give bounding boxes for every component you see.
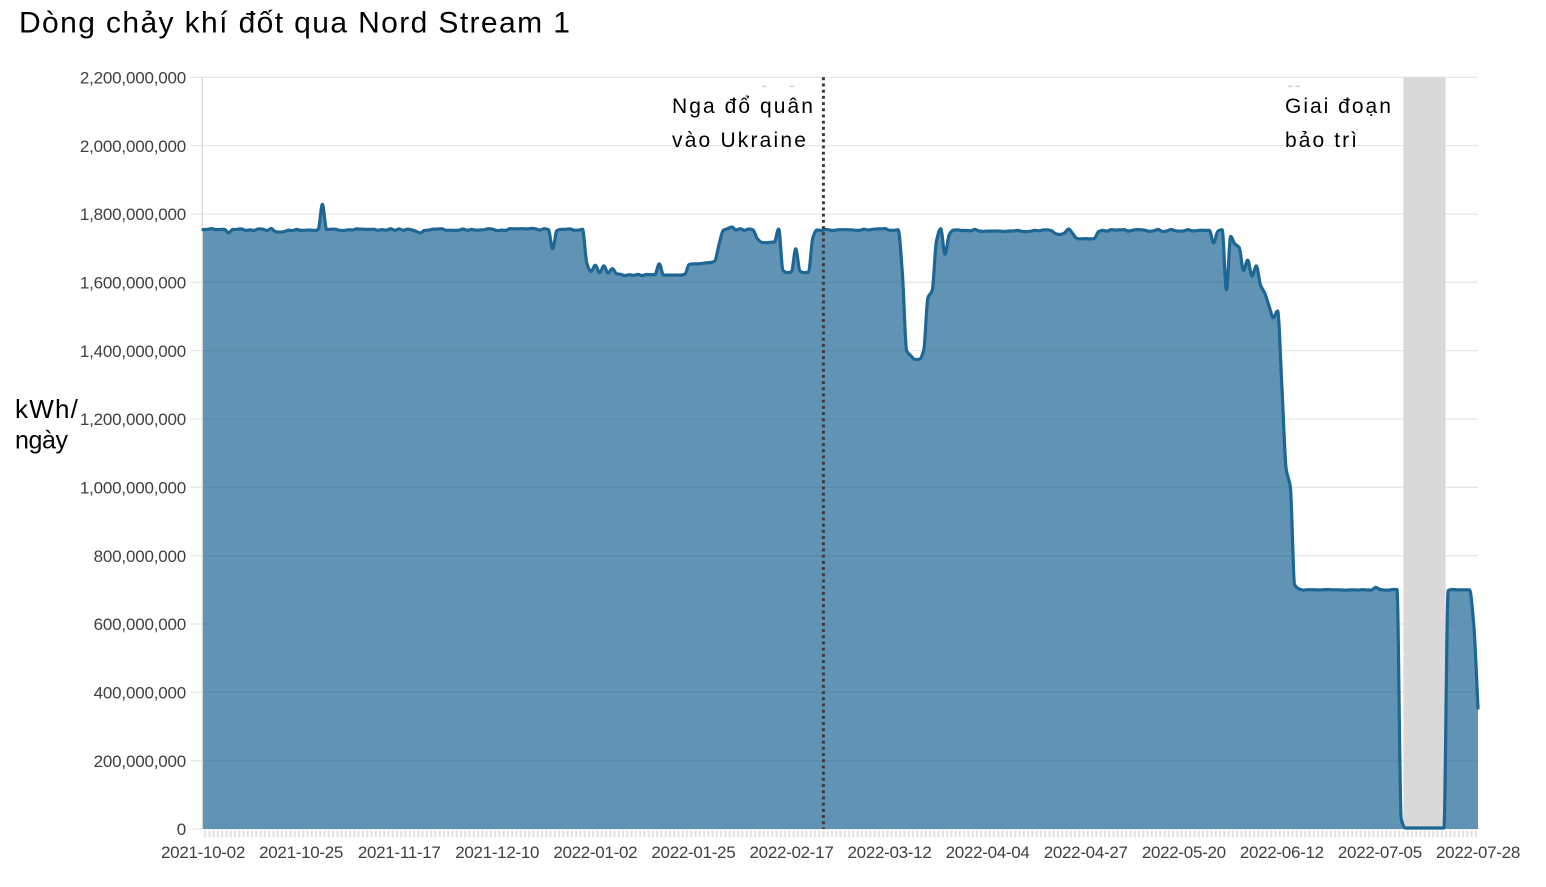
svg-text:Nga đổ quân: Nga đổ quân	[672, 95, 815, 118]
svg-text:2022-07-05: 2022-07-05	[1338, 843, 1422, 862]
svg-text:kWh/: kWh/	[15, 394, 79, 424]
svg-text:Dòng chảy khí đốt qua Nord Str: Dòng chảy khí đốt qua Nord Stream 1	[19, 7, 571, 40]
svg-text:2022-01-02: 2022-01-02	[553, 843, 637, 862]
svg-text:vào Ukraine: vào Ukraine	[672, 129, 808, 152]
svg-text:2021-12-10: 2021-12-10	[455, 843, 539, 862]
svg-text:0: 0	[177, 820, 186, 839]
svg-text:200,000,000: 200,000,000	[94, 752, 186, 771]
svg-text:2,000,000,000: 2,000,000,000	[80, 137, 186, 156]
svg-text:Giai đoạn: Giai đoạn	[1285, 95, 1393, 118]
svg-text:1,000,000,000: 1,000,000,000	[80, 479, 186, 498]
svg-text:1,400,000,000: 1,400,000,000	[80, 342, 186, 361]
svg-text:1,600,000,000: 1,600,000,000	[80, 274, 186, 293]
svg-text:2022-02-17: 2022-02-17	[750, 843, 834, 862]
svg-text:2022-04-27: 2022-04-27	[1044, 843, 1128, 862]
svg-text:2021-11-17: 2021-11-17	[358, 843, 441, 862]
svg-text:2021-10-02: 2021-10-02	[161, 843, 245, 862]
svg-text:2022-05-20: 2022-05-20	[1142, 843, 1226, 862]
svg-text:2,200,000,000: 2,200,000,000	[80, 69, 186, 88]
svg-text:2021-10-25: 2021-10-25	[259, 843, 343, 862]
svg-text:800,000,000: 800,000,000	[94, 547, 186, 566]
svg-text:1,800,000,000: 1,800,000,000	[80, 205, 186, 224]
svg-text:2022-03-12: 2022-03-12	[848, 843, 932, 862]
svg-text:2022-04-04: 2022-04-04	[946, 843, 1030, 862]
svg-text:1,200,000,000: 1,200,000,000	[80, 410, 186, 429]
svg-text:2022-06-12: 2022-06-12	[1240, 843, 1324, 862]
svg-text:400,000,000: 400,000,000	[94, 684, 186, 703]
svg-text:600,000,000: 600,000,000	[94, 615, 186, 634]
svg-text:2022-07-28: 2022-07-28	[1436, 843, 1520, 862]
svg-text:2022-01-25: 2022-01-25	[651, 843, 735, 862]
svg-text:bảo trì: bảo trì	[1285, 129, 1359, 152]
svg-text:ngày: ngày	[15, 427, 69, 455]
